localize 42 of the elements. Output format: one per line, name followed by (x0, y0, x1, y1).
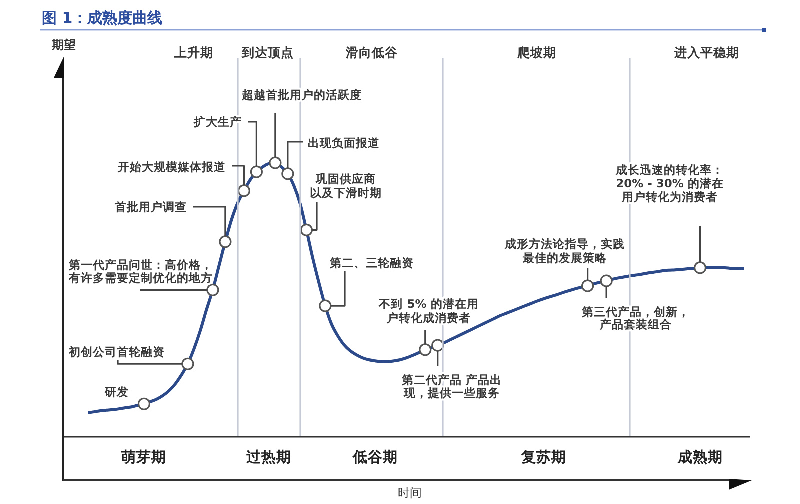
point (182, 358, 194, 370)
text: 超越首批用户的活跃度 (241, 88, 362, 102)
text: 爬坡期 (516, 44, 556, 60)
text: 滑向低谷 (345, 44, 399, 60)
point (694, 262, 707, 274)
point (600, 274, 613, 288)
point (138, 398, 151, 410)
text: 期望 (51, 38, 76, 52)
annotation: 研发 (104, 385, 129, 399)
annotation: 成长迅速的转化率：20% - 30% 的潜在用户转化为消费者 (615, 163, 724, 204)
text: 出现负面报道 (308, 136, 381, 150)
point (206, 284, 220, 296)
point (282, 168, 294, 180)
x-axis-title: 时间 (398, 486, 422, 500)
text: 扩大生产 (193, 115, 242, 129)
text: 进入平稳期 (674, 44, 740, 60)
text: 上升期 (174, 44, 214, 60)
annotation: 不到 5% 的潜在用户转化成消费者 (378, 297, 479, 325)
x-tick-label: 过热期 (246, 449, 292, 466)
point (582, 280, 594, 292)
annotation: 成形方法论指导，实践最佳的发展策略 (504, 237, 625, 265)
point (419, 344, 432, 356)
point (250, 166, 263, 178)
annotation: 巩固供应商以及下滑时期 (310, 172, 382, 200)
annotation: 初创公司首轮融资 (68, 345, 165, 359)
annotation: 第三代产品，创新，产品套装组合 (581, 305, 690, 332)
annotation: 第一代产品问世：高价格，有许多需要定制优化的地方 (68, 258, 213, 285)
x-tick-label: 成熟期 (676, 449, 723, 466)
point (319, 300, 332, 312)
text: 到达顶点 (241, 44, 294, 60)
point (269, 156, 282, 170)
point (219, 236, 232, 248)
x-tick-label: 萌芽期 (120, 449, 167, 466)
x-tick-label: 低谷期 (352, 449, 398, 466)
annotation: 开始大规模媒体报道 (117, 160, 227, 174)
annotation: 第二代产品 产品出现，提供一些服务 (400, 373, 502, 400)
annotation: 首批用户调查 (114, 200, 187, 214)
annotation: 第二、三轮融资 (329, 256, 414, 270)
x-tick-label: 复苏期 (520, 449, 567, 466)
chart-title: 图 1：成熟度曲线 (42, 9, 163, 27)
point (300, 224, 313, 236)
point (238, 184, 250, 198)
